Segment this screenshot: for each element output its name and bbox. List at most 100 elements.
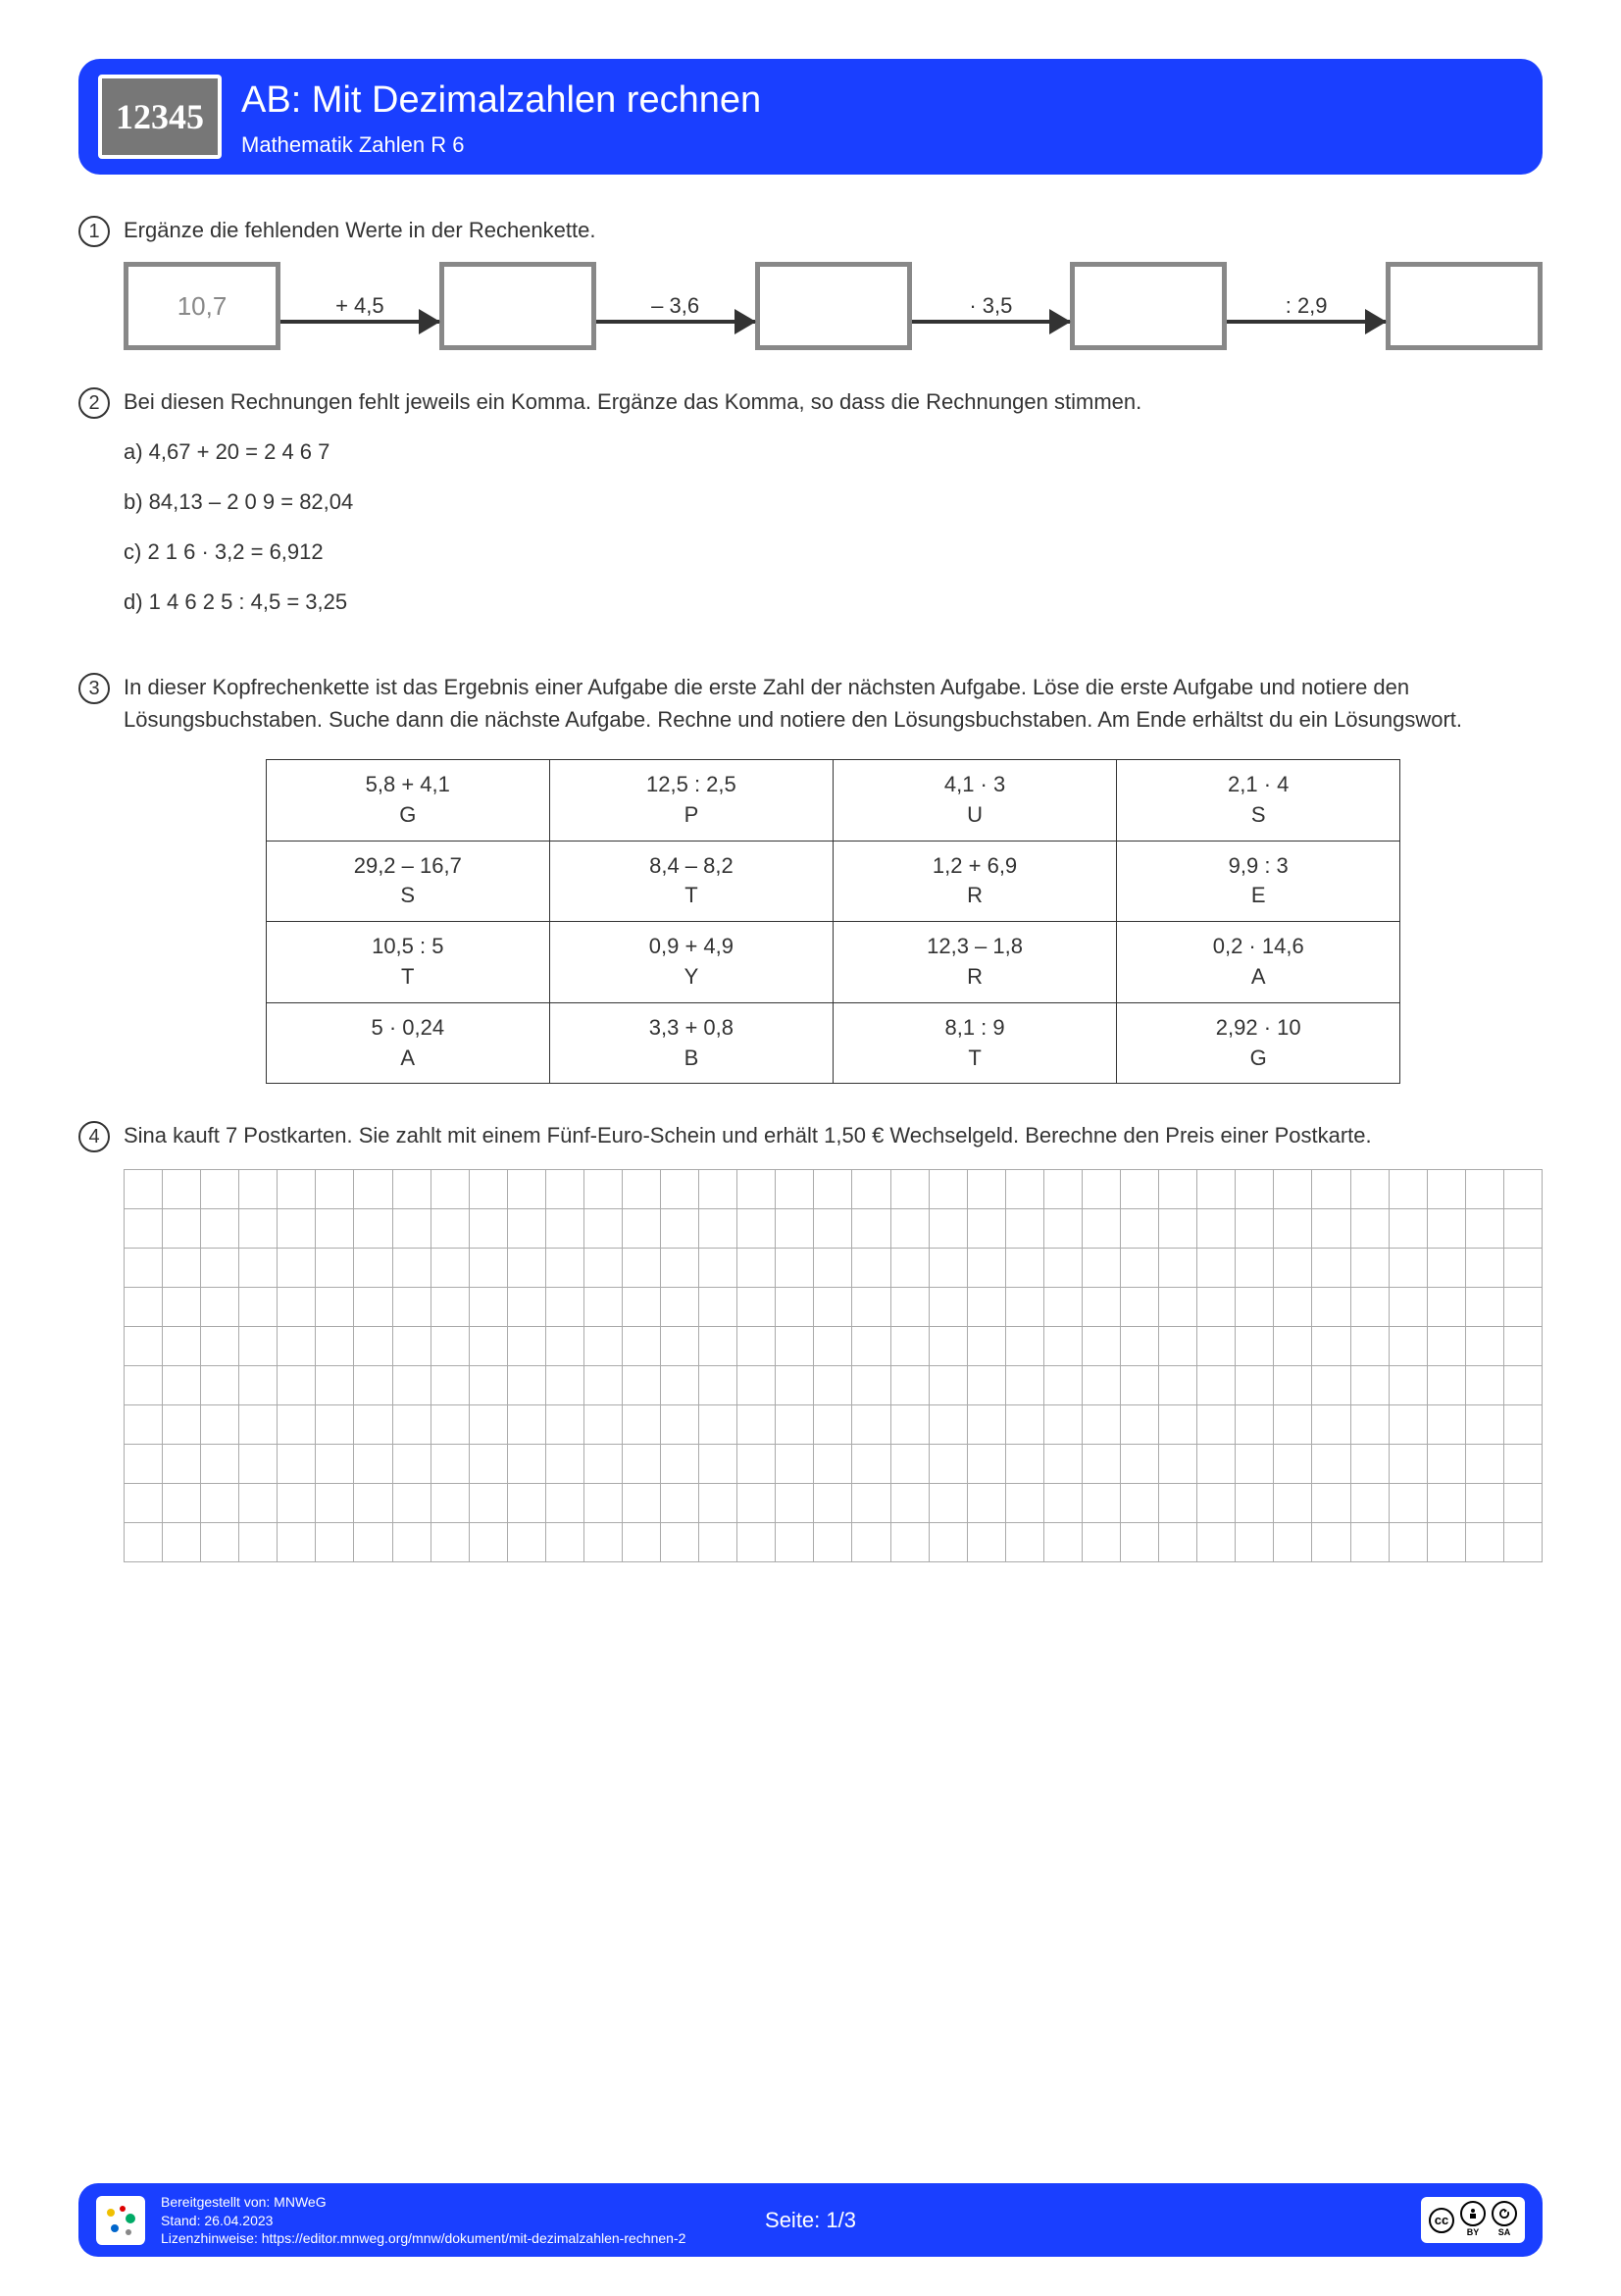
grid-cell[interactable] [469,1405,507,1445]
grid-cell[interactable] [1236,1484,1274,1523]
grid-cell[interactable] [1159,1288,1197,1327]
grid-cell[interactable] [623,1366,661,1405]
grid-cell[interactable] [1389,1523,1427,1562]
grid-cell[interactable] [278,1249,316,1288]
grid-cell[interactable] [1159,1445,1197,1484]
grid-cell[interactable] [316,1484,354,1523]
grid-cell[interactable] [1503,1523,1542,1562]
grid-cell[interactable] [1236,1405,1274,1445]
grid-cell[interactable] [201,1405,239,1445]
grid-cell[interactable] [354,1366,392,1405]
grid-cell[interactable] [1427,1209,1465,1249]
grid-cell[interactable] [1043,1209,1082,1249]
grid-cell[interactable] [890,1445,929,1484]
grid-cell[interactable] [661,1523,699,1562]
grid-cell[interactable] [507,1405,545,1445]
grid-cell[interactable] [814,1327,852,1366]
grid-cell[interactable] [623,1484,661,1523]
grid-cell[interactable] [814,1170,852,1209]
grid-cell[interactable] [392,1327,431,1366]
grid-cell[interactable] [316,1445,354,1484]
grid-cell[interactable] [1005,1484,1043,1523]
grid-cell[interactable] [1350,1249,1389,1288]
grid-cell[interactable] [125,1445,163,1484]
grid-cell[interactable] [125,1327,163,1366]
grid-cell[interactable] [316,1288,354,1327]
grid-cell[interactable] [737,1484,776,1523]
grid-cell[interactable] [1389,1288,1427,1327]
grid-cell[interactable] [699,1209,737,1249]
grid-cell[interactable] [1465,1366,1503,1405]
grid-cell[interactable] [507,1327,545,1366]
grid-cell[interactable] [852,1445,890,1484]
grid-cell[interactable] [661,1170,699,1209]
grid-cell[interactable] [1043,1249,1082,1288]
grid-cell[interactable] [583,1484,622,1523]
grid-cell[interactable] [1465,1484,1503,1523]
grid-cell[interactable] [1389,1209,1427,1249]
grid-cell[interactable] [737,1170,776,1209]
grid-cell[interactable] [1465,1445,1503,1484]
grid-cell[interactable] [354,1249,392,1288]
grid-cell[interactable] [163,1484,201,1523]
grid-cell[interactable] [1197,1327,1236,1366]
grid-cell[interactable] [1427,1405,1465,1445]
grid-cell[interactable] [163,1445,201,1484]
grid-cell[interactable] [1236,1288,1274,1327]
grid-cell[interactable] [545,1327,583,1366]
grid-cell[interactable] [431,1170,469,1209]
grid-cell[interactable] [776,1249,814,1288]
grid-cell[interactable] [890,1405,929,1445]
grid-cell[interactable] [814,1366,852,1405]
grid-cell[interactable] [201,1209,239,1249]
grid-cell[interactable] [1005,1288,1043,1327]
grid-cell[interactable] [1043,1445,1082,1484]
grid-cell[interactable] [1350,1405,1389,1445]
grid-cell[interactable] [469,1209,507,1249]
grid-cell[interactable] [1274,1327,1312,1366]
grid-cell[interactable] [1043,1405,1082,1445]
grid-cell[interactable] [545,1209,583,1249]
grid-cell[interactable] [1043,1327,1082,1366]
grid-cell[interactable] [1389,1170,1427,1209]
grid-cell[interactable] [1274,1209,1312,1249]
grid-cell[interactable] [661,1327,699,1366]
grid-cell[interactable] [163,1405,201,1445]
grid-cell[interactable] [1043,1366,1082,1405]
grid-cell[interactable] [239,1249,278,1288]
grid-cell[interactable] [929,1484,967,1523]
grid-cell[interactable] [507,1445,545,1484]
grid-cell[interactable] [1427,1327,1465,1366]
grid-cell[interactable] [239,1445,278,1484]
grid-cell[interactable] [431,1327,469,1366]
grid-cell[interactable] [623,1170,661,1209]
grid-cell[interactable] [1503,1484,1542,1523]
grid-cell[interactable] [776,1484,814,1523]
grid-cell[interactable] [163,1249,201,1288]
grid-cell[interactable] [239,1523,278,1562]
grid-cell[interactable] [1043,1288,1082,1327]
grid-cell[interactable] [1465,1288,1503,1327]
grid-cell[interactable] [967,1484,1005,1523]
grid-cell[interactable] [1274,1523,1312,1562]
grid-cell[interactable] [661,1405,699,1445]
grid-cell[interactable] [699,1366,737,1405]
grid-cell[interactable] [316,1209,354,1249]
grid-cell[interactable] [852,1484,890,1523]
grid-cell[interactable] [737,1523,776,1562]
grid-cell[interactable] [967,1288,1005,1327]
grid-cell[interactable] [1312,1405,1350,1445]
grid-cell[interactable] [1274,1445,1312,1484]
grid-cell[interactable] [1312,1327,1350,1366]
grid-cell[interactable] [1082,1249,1120,1288]
grid-cell[interactable] [354,1170,392,1209]
grid-cell[interactable] [1197,1209,1236,1249]
grid-cell[interactable] [699,1523,737,1562]
grid-cell[interactable] [1236,1170,1274,1209]
grid-cell[interactable] [814,1445,852,1484]
grid-cell[interactable] [737,1288,776,1327]
grid-cell[interactable] [125,1170,163,1209]
grid-cell[interactable] [1005,1327,1043,1366]
grid-cell[interactable] [1005,1209,1043,1249]
grid-cell[interactable] [469,1170,507,1209]
